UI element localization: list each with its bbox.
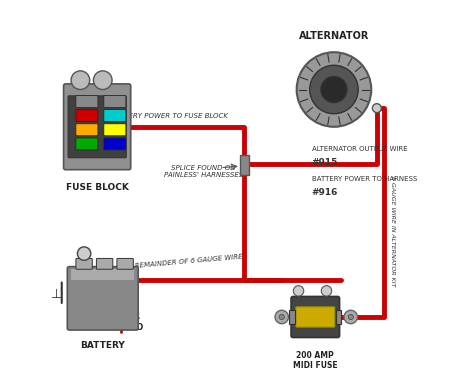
- Text: #915: #915: [311, 158, 338, 167]
- Text: ALTERNATOR OUTPUT WIRE: ALTERNATOR OUTPUT WIRE: [311, 146, 407, 152]
- FancyBboxPatch shape: [296, 307, 335, 327]
- FancyBboxPatch shape: [104, 124, 126, 136]
- Circle shape: [297, 52, 371, 127]
- Circle shape: [373, 104, 381, 112]
- Bar: [71, 268, 135, 280]
- FancyBboxPatch shape: [117, 258, 133, 269]
- Bar: [289, 309, 295, 324]
- Circle shape: [77, 247, 91, 260]
- FancyBboxPatch shape: [76, 110, 98, 122]
- FancyBboxPatch shape: [104, 138, 126, 150]
- FancyBboxPatch shape: [76, 96, 98, 107]
- Text: ALTERNATOR: ALTERNATOR: [299, 31, 369, 41]
- Text: FUSE BLOCK: FUSE BLOCK: [66, 183, 128, 192]
- Text: 6 GAUGE WIRE IN ALTERNATOR KIT: 6 GAUGE WIRE IN ALTERNATOR KIT: [390, 176, 395, 286]
- FancyBboxPatch shape: [104, 96, 126, 107]
- Text: REMAINDER OF 6 GAUGE WIRE: REMAINDER OF 6 GAUGE WIRE: [134, 253, 243, 268]
- Text: BATTERY POWER TO FUSE BLOCK: BATTERY POWER TO FUSE BLOCK: [111, 113, 228, 119]
- Text: ⊥: ⊥: [51, 288, 62, 301]
- Bar: [336, 309, 341, 324]
- Circle shape: [279, 314, 284, 320]
- FancyBboxPatch shape: [76, 124, 98, 136]
- Circle shape: [71, 71, 90, 90]
- FancyBboxPatch shape: [76, 258, 92, 269]
- Circle shape: [310, 65, 358, 114]
- Text: SPLICE FOUND ON
PAINLESS' HARNESSES: SPLICE FOUND ON PAINLESS' HARNESSES: [164, 165, 243, 178]
- Text: BATTERY: BATTERY: [81, 341, 125, 350]
- Circle shape: [344, 310, 357, 324]
- Circle shape: [348, 314, 353, 320]
- Bar: [240, 155, 249, 175]
- Circle shape: [321, 76, 347, 102]
- FancyBboxPatch shape: [68, 96, 126, 158]
- Text: #916: #916: [311, 188, 338, 196]
- FancyBboxPatch shape: [76, 138, 98, 150]
- Circle shape: [275, 310, 289, 324]
- Text: BATTERY POWER TO HARNESS: BATTERY POWER TO HARNESS: [311, 176, 417, 182]
- Text: 200 AMP
MIDI FUSE: 200 AMP MIDI FUSE: [293, 351, 337, 370]
- FancyBboxPatch shape: [291, 297, 339, 338]
- FancyBboxPatch shape: [96, 258, 113, 269]
- FancyBboxPatch shape: [67, 267, 138, 330]
- Circle shape: [321, 286, 332, 296]
- FancyBboxPatch shape: [104, 110, 126, 122]
- Text: TO
STARTER
SOLENOID: TO STARTER SOLENOID: [99, 302, 144, 332]
- Circle shape: [293, 286, 304, 296]
- Circle shape: [93, 71, 112, 90]
- FancyBboxPatch shape: [64, 84, 131, 170]
